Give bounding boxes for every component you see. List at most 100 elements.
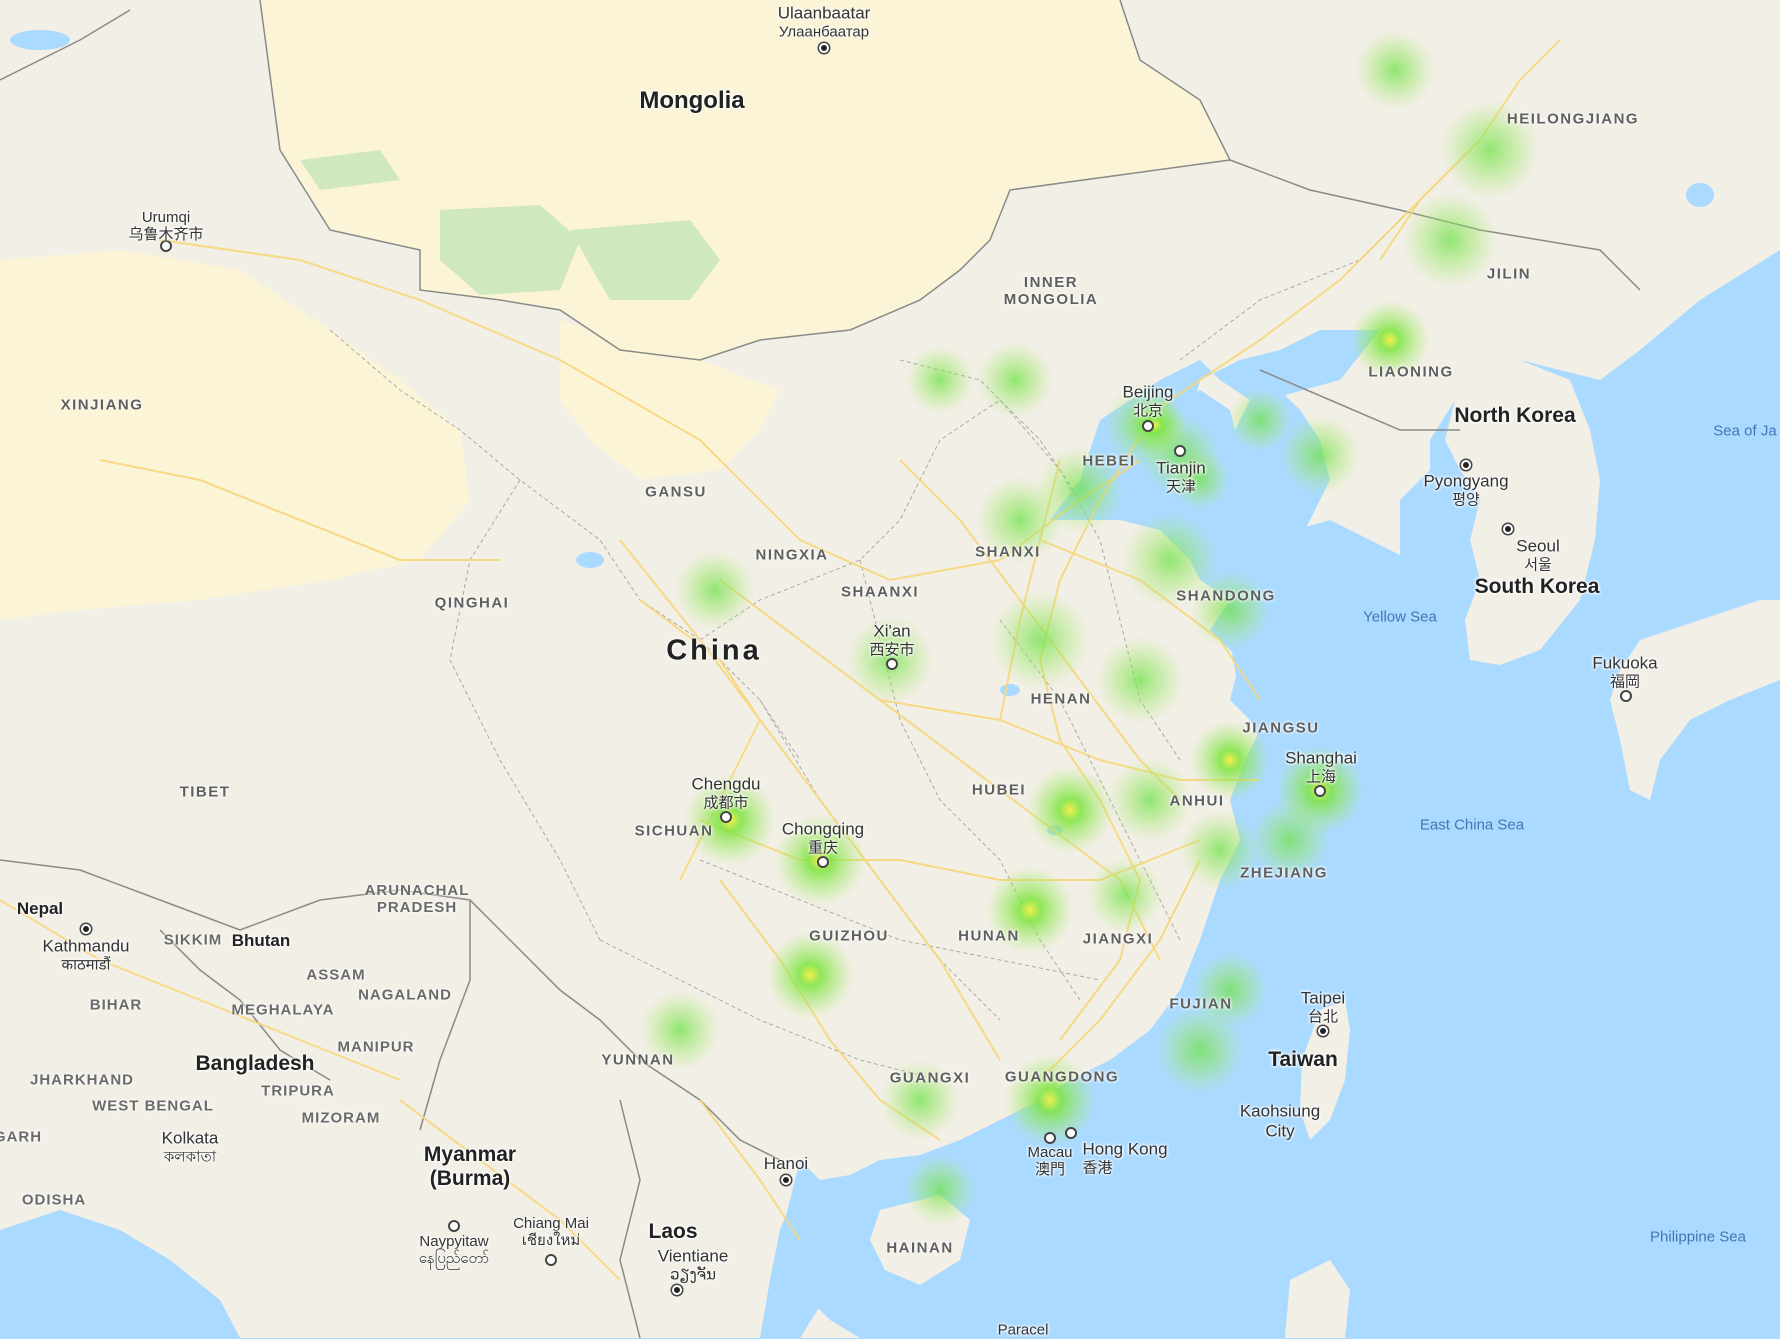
province-label-xinjiang: XINJIANG	[60, 396, 144, 414]
city-label-vientiane[interactable]: Vientiane ວຽງຈັນ	[658, 1247, 729, 1284]
hanoi-marker[interactable]	[781, 1175, 791, 1185]
city-label-xian[interactable]: Xi'an 西安市	[869, 622, 914, 659]
city-label-chongqing[interactable]: Chongqing 重庆	[782, 820, 864, 857]
seoul-marker[interactable]	[1503, 524, 1513, 534]
city-label-hong-kong[interactable]: Hong Kong 香港	[1082, 1140, 1167, 1177]
state-label-odisha: ODISHA	[21, 1191, 87, 1209]
tianjin-marker[interactable]	[1174, 445, 1186, 457]
country-label-nepal: Nepal	[16, 899, 64, 919]
province-label-shanxi: SHANXI	[975, 543, 1041, 561]
myanmar-name: Myanmar	[423, 1142, 517, 1166]
macau-name: Macau	[1027, 1143, 1073, 1161]
ulaanbaatar-marker[interactable]	[819, 43, 829, 53]
xian-marker[interactable]	[886, 658, 898, 670]
heat-blob	[1108, 758, 1192, 842]
heat-blob	[1355, 30, 1435, 110]
taipei-marker[interactable]	[1318, 1026, 1328, 1036]
province-label-henan: HENAN	[1030, 690, 1092, 708]
heat-blob	[1087, 857, 1163, 933]
city-label-seoul[interactable]: Seoul 서울	[1516, 537, 1559, 574]
beijing-marker[interactable]	[1142, 420, 1154, 432]
heat-blob	[1180, 810, 1260, 890]
taipei-local: 台北	[1307, 1008, 1339, 1026]
province-label-anhui: ANHUI	[1169, 792, 1225, 810]
city-label-macau[interactable]: Macau 澳門	[1027, 1144, 1072, 1179]
province-label-inner-mongolia: INNER MONGOLIA	[1004, 274, 1099, 309]
sea-label-yellow-sea: Yellow Sea	[1363, 608, 1437, 626]
sea-label-philippine-sea: Philippine Sea	[1650, 1228, 1746, 1246]
state-label-west-bengal: WEST BENGAL	[92, 1097, 214, 1115]
inner-mongolia-line1: INNER	[1023, 273, 1079, 291]
heat-blob	[1250, 800, 1330, 880]
heat-blob	[1170, 450, 1230, 510]
arunachal-line2: PRADESH	[376, 899, 458, 916]
province-label-guizhou: GUIZHOU	[809, 927, 889, 945]
ulaanbaatar-name: Ulaanbaatar	[777, 3, 871, 23]
country-label-bhutan: Bhutan	[231, 931, 291, 951]
city-label-chengdu[interactable]: Chengdu 成都市	[691, 775, 760, 812]
heat-blob	[1125, 395, 1185, 455]
fukuoka-marker[interactable]	[1620, 690, 1632, 702]
vientiane-marker[interactable]	[672, 1285, 682, 1295]
heat-blob	[904, 1154, 976, 1226]
city-label-tianjin[interactable]: Tianjin 天津	[1156, 459, 1205, 496]
heat-blob	[1026, 766, 1114, 854]
state-label-arunachal-pradesh: ARUNACHAL PRADESH	[365, 882, 470, 917]
shanghai-local: 上海	[1305, 768, 1336, 786]
macau-marker[interactable]	[1044, 1132, 1056, 1144]
city-label-taipei[interactable]: Taipei 台北	[1301, 989, 1345, 1026]
tianjin-name: Tianjin	[1156, 458, 1206, 478]
pyongyang-marker[interactable]	[1461, 460, 1471, 470]
city-label-hanoi[interactable]: Hanoi	[763, 1154, 809, 1174]
heat-blob	[766, 931, 854, 1019]
heat-blob	[880, 1060, 960, 1140]
city-label-fukuoka[interactable]: Fukuoka 福岡	[1592, 654, 1657, 691]
province-label-yunnan: YUNNAN	[601, 1051, 675, 1069]
heat-blob	[1192, 952, 1268, 1028]
city-label-chiang-mai[interactable]: Chiang Mai เชียงใหม่	[513, 1215, 589, 1250]
city-label-beijing[interactable]: Beijing 北京	[1122, 383, 1173, 420]
heat-blob	[1440, 100, 1540, 200]
heat-blob	[1190, 720, 1270, 800]
province-label-tibet: TIBET	[179, 783, 231, 801]
naypyitaw-marker[interactable]	[448, 1220, 460, 1232]
seoul-local: 서울	[1524, 556, 1552, 574]
city-label-pyongyang[interactable]: Pyongyang 평양	[1423, 472, 1508, 509]
country-borders	[0, 0, 1641, 1338]
chongqing-name: Chongqing	[781, 819, 865, 839]
kaohsiung-line1: Kaohsiung	[1239, 1101, 1321, 1121]
heat-blob	[1004, 1054, 1096, 1146]
shanghai-marker[interactable]	[1314, 785, 1326, 797]
fukuoka-name: Fukuoka	[1592, 653, 1658, 673]
country-label-north-korea: North Korea	[1454, 403, 1576, 427]
city-label-shanghai[interactable]: Shanghai 上海	[1285, 749, 1357, 786]
city-label-urumqi[interactable]: Urumqi 乌鲁木齐市	[128, 209, 203, 244]
province-label-fujian: FUJIAN	[1169, 995, 1233, 1013]
chengdu-name: Chengdu	[691, 774, 761, 794]
landmass-korea	[1445, 360, 1600, 665]
city-label-naypyitaw[interactable]: Naypyitaw နေပြည်တော်	[419, 1233, 489, 1268]
hong-kong-marker[interactable]	[1065, 1127, 1077, 1139]
desert-gansu	[560, 320, 780, 480]
chengdu-marker[interactable]	[720, 811, 732, 823]
province-label-jiangsu: JIANGSU	[1242, 719, 1320, 737]
heat-blob	[1280, 415, 1360, 495]
lake-2	[1000, 684, 1020, 696]
kathmandu-marker[interactable]	[81, 924, 91, 934]
beijing-name: Beijing	[1122, 382, 1174, 402]
xian-name: Xi'an	[873, 621, 911, 641]
urumqi-marker[interactable]	[160, 240, 172, 252]
city-label-kolkata[interactable]: Kolkata কলকাতা	[162, 1129, 219, 1166]
province-label-qinghai: QINGHAI	[434, 594, 510, 612]
province-label-heilongjiang: HEILONGJIANG	[1506, 110, 1640, 128]
city-label-ulaanbaatar[interactable]: Ulaanbaatar Улаанбаатар	[778, 4, 871, 41]
state-label-assam: ASSAM	[306, 966, 366, 984]
city-label-kathmandu[interactable]: Kathmandu काठमाडौं	[43, 937, 130, 974]
heat-blob	[977, 342, 1053, 418]
heat-blob	[1096, 636, 1184, 724]
chiang-mai-marker[interactable]	[545, 1254, 557, 1266]
water-gulf-of-tonkin	[760, 1180, 850, 1338]
city-label-kaohsiung[interactable]: Kaohsiung City	[1240, 1101, 1320, 1140]
chongqing-marker[interactable]	[817, 856, 829, 868]
country-label-bangladesh: Bangladesh	[195, 1051, 315, 1075]
